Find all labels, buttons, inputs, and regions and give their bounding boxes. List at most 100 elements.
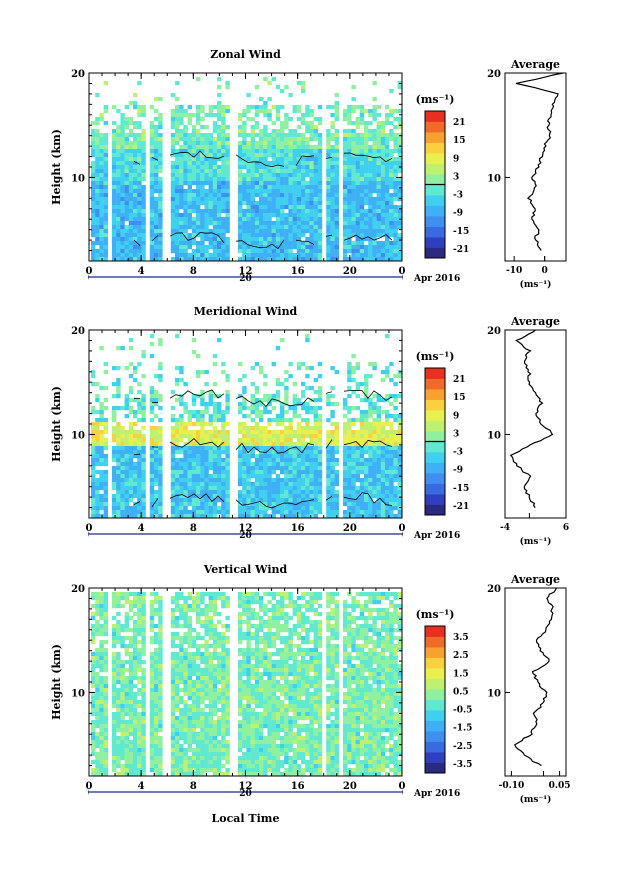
heatmap-cell — [397, 85, 402, 90]
heatmap-cell — [317, 390, 323, 395]
colorbar-segment — [425, 483, 445, 495]
heatmap-cell — [137, 454, 142, 459]
heatmap-cell — [393, 454, 398, 459]
heatmap-cell — [301, 209, 306, 214]
x-tick-label: 0 — [399, 266, 406, 277]
heatmap-cell — [317, 169, 323, 174]
heatmap-cell — [91, 173, 96, 178]
heatmap-cell — [116, 181, 121, 186]
heatmap-cell — [175, 189, 180, 194]
heatmap-cell — [368, 229, 373, 234]
heatmap-cell — [112, 426, 117, 431]
heatmap-cell — [376, 406, 381, 411]
heatmap-cell — [263, 133, 268, 138]
heatmap-cell — [292, 157, 297, 162]
heatmap-cell — [179, 105, 184, 110]
heatmap-cell — [116, 612, 121, 617]
heatmap-cell — [334, 482, 339, 487]
heatmap-cell — [221, 450, 226, 455]
heatmap-cell — [103, 398, 108, 403]
heatmap-cell — [221, 165, 226, 170]
heatmap-cell — [313, 161, 318, 166]
heatmap-cell — [158, 466, 163, 471]
heatmap-cell — [292, 494, 297, 499]
heatmap-cell — [380, 398, 386, 403]
heatmap-cell — [317, 446, 323, 451]
colorbar-segment — [425, 237, 445, 248]
heatmap-cell — [137, 498, 142, 503]
heatmap-cell — [259, 486, 264, 491]
heatmap-cell — [99, 604, 104, 609]
heatmap-cell — [120, 450, 125, 455]
heatmap-cell — [95, 744, 100, 749]
heatmap-cell — [175, 201, 180, 206]
heatmap-cell — [103, 105, 108, 110]
heatmap-cell — [326, 185, 331, 190]
heatmap-cell — [175, 117, 180, 122]
heatmap-cell — [200, 398, 205, 403]
heatmap-cell — [380, 458, 386, 463]
heatmap-cell — [187, 474, 192, 479]
heatmap-cell — [191, 161, 197, 166]
heatmap-cell — [330, 165, 335, 170]
heatmap-cell — [305, 402, 310, 407]
heatmap-cell — [246, 494, 251, 499]
heatmap-cell — [271, 185, 276, 190]
heatmap-cell — [133, 712, 138, 717]
heatmap-cell — [183, 177, 188, 182]
heatmap-cell — [317, 137, 323, 142]
heatmap-cell — [242, 229, 247, 234]
heatmap-cell — [372, 454, 377, 459]
heatmap-cell — [326, 157, 331, 162]
heatmap-cell — [288, 506, 293, 511]
heatmap-cell — [326, 233, 331, 238]
heatmap-cell — [99, 418, 104, 423]
heatmap-cell — [326, 153, 331, 158]
heatmap-cell — [343, 233, 348, 238]
heatmap-cell — [334, 189, 339, 194]
heatmap-cell — [141, 197, 146, 202]
heatmap-cell — [280, 189, 285, 194]
heatmap-cell — [305, 125, 310, 130]
heatmap-cell — [154, 117, 159, 122]
heatmap-cell — [200, 105, 205, 110]
heatmap-cell — [275, 438, 281, 443]
heatmap-cell — [149, 494, 155, 499]
heatmap-cell — [175, 185, 180, 190]
heatmap-cell — [179, 173, 184, 178]
heatmap-cell — [175, 366, 180, 371]
heatmap-cell — [242, 257, 247, 262]
heatmap-cell — [91, 596, 96, 601]
heatmap-cell — [149, 458, 155, 463]
heatmap-cell — [158, 378, 163, 383]
heatmap-cell — [280, 438, 285, 443]
heatmap-cell — [250, 141, 255, 146]
heatmap-cell — [191, 442, 197, 447]
heatmap-cell — [267, 241, 272, 246]
heatmap-cell — [196, 482, 201, 487]
heatmap-cell — [376, 157, 381, 162]
heatmap-cell — [99, 117, 104, 122]
colorbar-segment — [425, 410, 445, 421]
heatmap-cell — [179, 237, 184, 242]
heatmap-cell — [103, 145, 108, 150]
heatmap-cell — [364, 229, 369, 234]
heatmap-cell — [288, 181, 293, 186]
heatmap-cell — [196, 446, 201, 451]
heatmap-cell — [359, 450, 365, 455]
heatmap-cell — [376, 510, 381, 515]
heatmap-cell — [313, 137, 318, 142]
heatmap-cell — [200, 209, 205, 214]
heatmap-cell — [137, 466, 142, 471]
heatmap-cell — [91, 498, 96, 503]
heatmap-cell — [288, 117, 293, 122]
heatmap-cell — [301, 149, 306, 154]
heatmap-cell — [175, 161, 180, 166]
heatmap-cell — [120, 668, 125, 673]
heatmap-cell — [116, 145, 121, 150]
heatmap-cell — [187, 165, 192, 170]
heatmap-cell — [183, 502, 188, 507]
heatmap-cell — [275, 446, 281, 451]
heatmap-cell — [187, 185, 192, 190]
heatmap-cell — [154, 510, 159, 515]
